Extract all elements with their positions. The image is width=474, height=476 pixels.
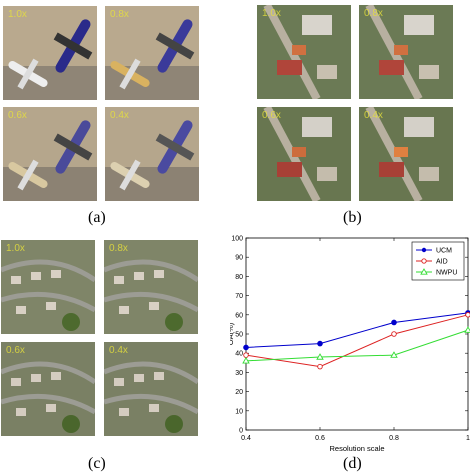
scale-label: 0.6x bbox=[8, 110, 27, 121]
panel-a-airplane-images: 1.0x 0.8x 0.6x 0.4x bbox=[3, 6, 203, 201]
series-line-nwpu bbox=[245, 329, 469, 362]
suburban-tile-1: 1.0x bbox=[1, 240, 95, 334]
legend-label-ucm: UCM bbox=[436, 248, 452, 255]
y-tick-label: 90 bbox=[235, 255, 243, 262]
legend-marker-aid bbox=[421, 258, 427, 264]
legend-label-nwpu: NWPU bbox=[436, 270, 457, 277]
y-tick-label: 20 bbox=[235, 389, 243, 396]
caption-d: (d) bbox=[343, 455, 362, 472]
urban-image bbox=[257, 107, 351, 201]
series-line-ucm bbox=[245, 312, 469, 348]
data-point-nwpu bbox=[464, 326, 470, 333]
data-point-nwpu bbox=[316, 353, 324, 360]
scale-label: 0.4x bbox=[110, 110, 129, 121]
airplane-image bbox=[3, 107, 97, 201]
airplane-image bbox=[3, 6, 97, 100]
data-point-aid bbox=[391, 331, 397, 337]
scale-label: 0.6x bbox=[262, 110, 281, 121]
urban-tile-4: 0.4x bbox=[359, 107, 453, 201]
y-tick-label: 0 bbox=[239, 428, 243, 435]
airplane-image bbox=[105, 6, 199, 100]
scale-label: 1.0x bbox=[8, 9, 27, 20]
x-tick-label: 1 bbox=[466, 435, 470, 442]
scale-label: 1.0x bbox=[6, 243, 25, 254]
data-point-ucm bbox=[317, 340, 323, 347]
data-point-aid bbox=[243, 352, 249, 358]
airplane-image bbox=[105, 107, 199, 201]
scale-label: 1.0x bbox=[262, 8, 281, 19]
suburban-image bbox=[104, 240, 198, 334]
y-tick-label: 30 bbox=[235, 370, 243, 377]
y-tick-label: 40 bbox=[235, 351, 243, 358]
airplane-tile-4: 0.4x bbox=[105, 107, 199, 201]
y-tick-label: 80 bbox=[235, 274, 243, 281]
series-line-aid bbox=[245, 314, 469, 368]
legend-marker-ucm bbox=[421, 247, 427, 253]
caption-c: (c) bbox=[88, 455, 106, 472]
panel-b-urban-images: 1.0x 0.8x 0.6x bbox=[257, 5, 457, 201]
x-tick-label: 0.6 bbox=[315, 435, 325, 442]
data-point-ucm bbox=[391, 319, 397, 326]
suburban-tile-2: 0.8x bbox=[104, 240, 198, 334]
airplane-tile-2: 0.8x bbox=[105, 6, 199, 100]
oa-line-chart: 0 10 20 30 40 50 60 70 80 90 100 0.4 0.6 0.8 1 Resoluti… bbox=[230, 236, 470, 453]
data-point-aid bbox=[317, 363, 323, 370]
suburban-tile-3: 0.6x bbox=[1, 342, 95, 436]
y-tick-label: 70 bbox=[235, 293, 243, 300]
y-tick-label: 100 bbox=[231, 236, 243, 243]
x-tick-label: 0.8 bbox=[389, 435, 399, 442]
suburban-tile-4: 0.4x bbox=[104, 342, 198, 436]
urban-image bbox=[257, 5, 351, 99]
data-point-nwpu bbox=[390, 351, 398, 358]
suburban-image bbox=[1, 342, 95, 436]
scale-label: 0.4x bbox=[364, 110, 383, 121]
airplane-tile-1: 1.0x bbox=[3, 6, 97, 100]
scale-label: 0.4x bbox=[109, 345, 128, 356]
y-tick-label: 10 bbox=[235, 408, 243, 415]
x-tick-label: 0.4 bbox=[241, 435, 251, 442]
scale-label: 0.8x bbox=[110, 9, 129, 20]
urban-tile-3: 0.6x bbox=[257, 107, 351, 201]
scale-label: 0.8x bbox=[364, 8, 383, 19]
suburban-image bbox=[1, 240, 95, 334]
x-axis-label: Resolution scale bbox=[329, 444, 384, 453]
urban-tile-1: 1.0x bbox=[257, 5, 351, 99]
caption-b: (b) bbox=[343, 209, 362, 226]
urban-image bbox=[359, 107, 453, 201]
urban-image bbox=[359, 5, 453, 99]
caption-a: (a) bbox=[88, 209, 106, 226]
y-tick-label: 50 bbox=[235, 332, 243, 339]
suburban-image bbox=[104, 342, 198, 436]
urban-tile-2: 0.8x bbox=[359, 5, 453, 99]
legend-label-aid: AID bbox=[436, 259, 448, 266]
y-axis-label: OA(%) bbox=[230, 322, 235, 345]
y-tick-label: 60 bbox=[235, 312, 243, 319]
data-point-nwpu bbox=[242, 356, 250, 364]
scale-label: 0.8x bbox=[109, 243, 128, 254]
data-point-ucm bbox=[243, 344, 249, 351]
airplane-tile-3: 0.6x bbox=[3, 107, 97, 201]
panel-c-suburban-images: 1.0x 0.8x 0.6x bbox=[1, 240, 201, 436]
data-point-aid bbox=[465, 312, 470, 318]
legend-marker-nwpu bbox=[420, 268, 428, 275]
scale-label: 0.6x bbox=[6, 345, 25, 356]
